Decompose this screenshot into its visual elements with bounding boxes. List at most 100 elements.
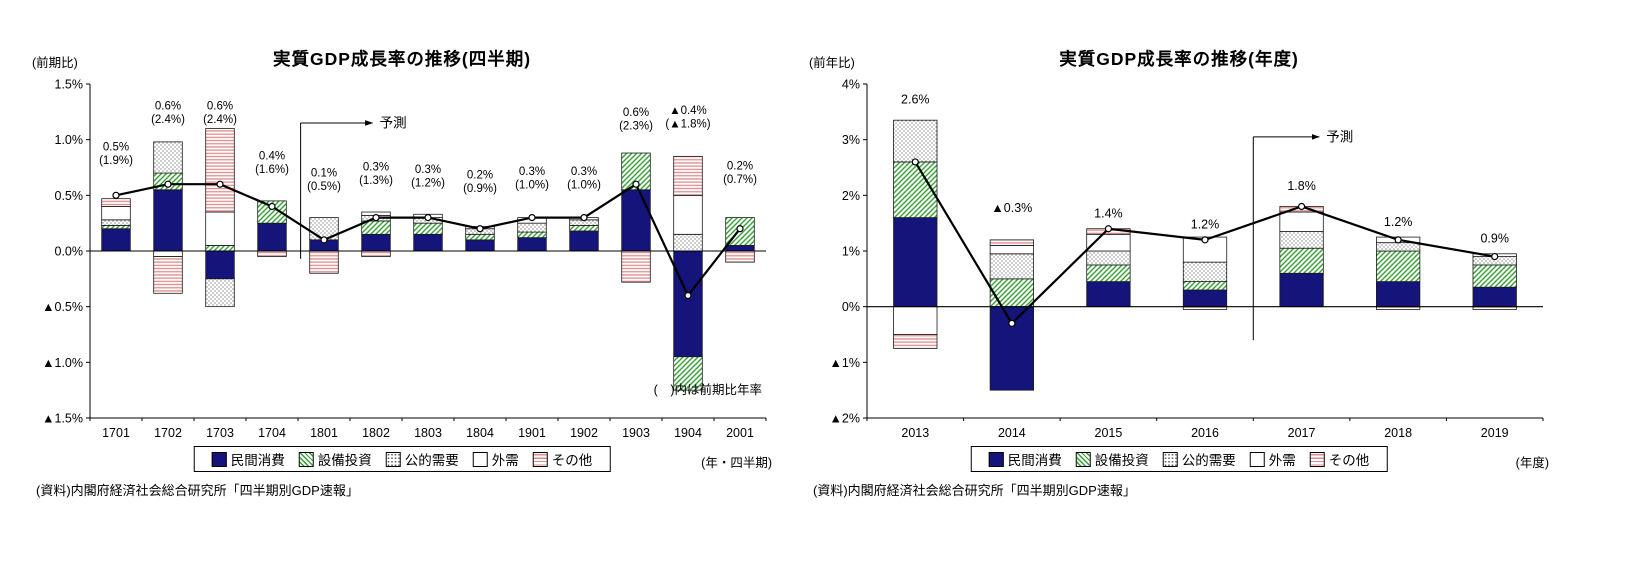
forecast-label: 予測 (1326, 129, 1353, 144)
legend-item: 公的需要 (1162, 449, 1236, 469)
data-point-marker (1008, 319, 1016, 327)
bar-segment-pink-stripes (725, 250, 755, 263)
legend-item: 外需 (1249, 449, 1296, 469)
x-tick-label: 1802 (362, 426, 390, 440)
annotation-note: ( )内は前期比年率 (654, 382, 762, 397)
y-tick-label: 2% (842, 189, 860, 203)
bar-segment-green-hatch (673, 356, 703, 391)
data-label-main: 0.6% (207, 100, 233, 112)
bar-segment-dots (1279, 231, 1324, 249)
bar-segment-pink-stripes (361, 250, 391, 257)
x-tick-label: 2016 (1191, 426, 1219, 440)
x-tick-label: 1904 (674, 426, 702, 440)
bar-segment-navy (893, 217, 938, 308)
data-label-sub: (1.0%) (567, 180, 601, 192)
y-tick-label: 1.0% (55, 133, 84, 147)
bar-segment-green-hatch (1086, 264, 1131, 283)
annual-gdp-chart: (前年比) 実質GDP成長率の推移(年度) 4% 3% 2% 1% 0% ▲1% ▲2% 20… (805, 46, 1553, 499)
legend-item-label: その他 (551, 453, 593, 468)
y-tick-label: ▲1.0% (42, 356, 83, 370)
y-tick-label: 0.0% (55, 245, 84, 259)
x-tick-label: 1704 (258, 426, 286, 440)
data-label-main: 0.4% (259, 151, 285, 163)
data-point-marker (736, 225, 744, 233)
bar-segment-white (893, 306, 938, 335)
data-point-marker (632, 180, 640, 188)
legend-swatch-pink-stripes (532, 451, 548, 467)
bar-segment-green-hatch (1279, 247, 1324, 274)
data-label-main: 0.3% (363, 162, 389, 174)
bar-segment-navy (517, 237, 547, 252)
bar-segment-dots (1182, 261, 1228, 283)
gdp-total-line (911, 158, 1499, 327)
legend-item-label: その他 (1328, 453, 1370, 468)
legend-swatch-navy (988, 451, 1004, 467)
x-tick-label: 2001 (726, 426, 754, 440)
data-label-sub: (▲1.8%) (665, 118, 710, 130)
legend-item: 民間消費 (211, 449, 285, 469)
legend-item-label: 設備投資 (317, 453, 372, 468)
data-label-main: 0.3% (519, 166, 545, 178)
x-tick-label: 2013 (901, 426, 929, 440)
legend-item: 設備投資 (1075, 449, 1149, 469)
x-axis-unit-label: (年度) (1515, 456, 1549, 470)
data-label-sub: (1.0%) (515, 180, 549, 192)
bar-segment-dots (673, 233, 703, 252)
data-label: 1.4% (1094, 207, 1123, 221)
bar-segment-pink-stripes (309, 250, 339, 274)
y-tick-label: 3% (842, 133, 860, 147)
x-axis: 1701 1702 1703 1704 1801 1802 1803 1804 1901 1902… (89, 417, 767, 440)
bar-segment-navy (257, 222, 287, 252)
quarterly-chart-canvas: 1.5%1.0%0.5%0.0%▲0.5%▲1.0%▲1.5%1701 1702 1… (42, 78, 767, 440)
bar-segment-dots (1086, 250, 1131, 266)
bar-segment-navy (1182, 289, 1228, 308)
legend-swatch-green-hatch (1075, 451, 1091, 467)
data-label-sub: (0.9%) (463, 183, 497, 195)
bar-segment-green-hatch (989, 278, 1034, 308)
bar-segment-white (989, 245, 1034, 255)
bar-segment-dots (1376, 242, 1421, 252)
data-label-sub: (2.4%) (151, 114, 185, 126)
bar-segment-navy (1086, 281, 1131, 308)
data-point-marker (216, 180, 224, 188)
bar-segment-green-hatch (893, 161, 938, 219)
legend-row: 民間消費 設備投資 公的需要 外需 その他 (年度) (805, 446, 1553, 474)
chart-legend: 民間消費 設備投資 公的需要 外需 その他 (970, 446, 1388, 472)
y-tick-label: ▲2% (830, 412, 860, 426)
legend-item-label: 設備投資 (1094, 453, 1149, 468)
x-tick-label: 1701 (102, 426, 130, 440)
bar-segment-pink-stripes (153, 256, 183, 294)
legend-item: 民間消費 (988, 449, 1062, 469)
data-point-marker (476, 225, 484, 233)
chart-title: 実質GDP成長率の推移(四半期) (272, 49, 532, 69)
y-axis-unit-label: (前年比) (809, 56, 855, 70)
bar-segment-green-hatch (465, 233, 495, 241)
forecast-annotation: 予測 (300, 115, 407, 259)
bar-segment-pink-stripes (893, 334, 938, 349)
source-note: (資料)内閣府経済社会総合研究所「四半期別GDP速報」 (36, 483, 359, 498)
y-tick-label: 1.5% (55, 78, 84, 92)
data-label: 1.2% (1191, 218, 1220, 232)
bar-segment-white (1279, 211, 1324, 232)
bar-segment-white (153, 250, 183, 257)
data-label-main: 0.3% (571, 166, 597, 178)
data-label: 2.6% (901, 92, 930, 106)
data-label-sub: (2.3%) (619, 121, 653, 133)
data-point-marker (580, 214, 588, 222)
bar-segment-white (101, 206, 131, 221)
y-axis: 1.5% 1.0% 0.5% 0.0% ▲0.5% ▲1.0% ▲1.5% (42, 78, 91, 426)
data-label-sub: (0.7%) (723, 174, 757, 186)
legend-swatch-white (472, 451, 488, 467)
y-tick-label: ▲0.5% (42, 300, 83, 314)
y-axis: 4% 3% 2% 1% 0% ▲1% ▲2% (830, 78, 868, 426)
bar-segment-navy (1376, 281, 1421, 308)
data-point-marker (1297, 202, 1306, 211)
gdp-total-line (112, 180, 744, 300)
bar-segment-green-hatch (205, 245, 235, 252)
x-tick-label: 2015 (1095, 426, 1123, 440)
data-point-marker (164, 180, 172, 188)
x-tick-label: 1901 (518, 426, 546, 440)
y-tick-label: 4% (842, 78, 860, 92)
chart-header: (前期比) 実質GDP成長率の推移(四半期) (28, 46, 776, 72)
